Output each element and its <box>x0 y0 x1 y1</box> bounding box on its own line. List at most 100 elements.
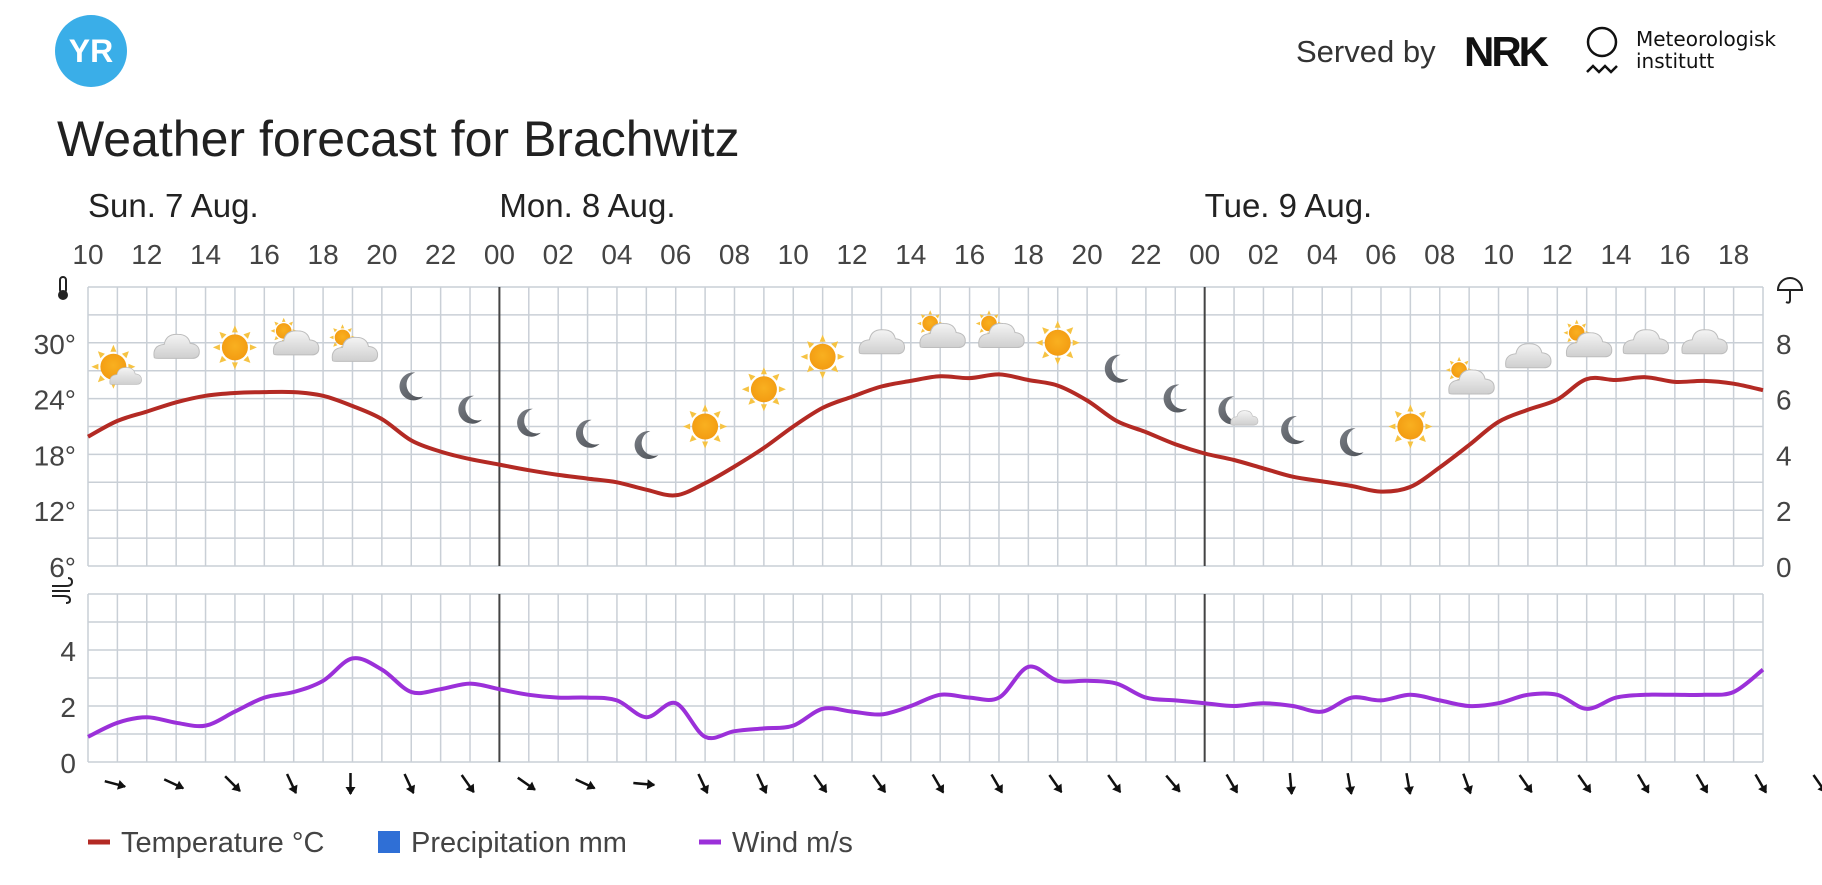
day-label: Tue. 9 Aug. <box>1205 187 1373 224</box>
x-tick-label: 12 <box>836 239 867 270</box>
nrk-logo[interactable]: NRK <box>1464 32 1560 72</box>
wind-direction-arrow <box>575 778 596 790</box>
met-logo-line1: Meteorologisk <box>1636 27 1777 51</box>
nrk-logo-text: NRK <box>1464 32 1549 72</box>
wind-direction-arrow <box>990 773 1004 794</box>
sun-icon <box>683 404 728 449</box>
x-tick-label: 14 <box>1600 239 1631 270</box>
legend-swatch <box>378 831 400 853</box>
wind-y-tick: 4 <box>60 636 76 667</box>
cloud-icon <box>153 333 200 359</box>
x-tick-label: 06 <box>660 239 691 270</box>
page-title: Weather forecast for Brachwitz <box>57 111 740 167</box>
wind-direction-arrow <box>403 773 415 794</box>
legend-label: Temperature °C <box>121 827 324 859</box>
sun-icon <box>800 334 845 379</box>
sun-icon <box>741 367 786 412</box>
x-tick-label: 14 <box>895 239 926 270</box>
x-tick-label: 12 <box>131 239 162 270</box>
wind-y-tick: 2 <box>60 692 76 723</box>
wind-direction-arrow <box>1107 774 1122 794</box>
x-tick-label: 00 <box>1189 239 1220 270</box>
wind-y-tick: 0 <box>60 748 76 779</box>
temperature-y-tick: 18° <box>34 440 76 471</box>
legend-item: Wind m/s <box>699 827 853 859</box>
x-tick-label: 12 <box>1542 239 1573 270</box>
wind-direction-arrow <box>1345 772 1356 795</box>
wind-direction-arrow <box>1518 774 1533 794</box>
thermometer-icon <box>58 276 68 300</box>
met-logo-icon <box>1586 26 1618 74</box>
wind-icon <box>52 577 74 604</box>
wind-direction-arrow <box>104 779 127 790</box>
wind-direction-arrow <box>1695 773 1709 794</box>
wind-direction-arrow <box>1462 773 1473 795</box>
wind-direction-arrow <box>697 773 709 794</box>
wind-direction-arrow <box>1048 774 1063 794</box>
wind-direction-arrow <box>1636 773 1650 794</box>
temperature-y-tick: 30° <box>34 329 76 360</box>
cloud-icon <box>858 329 905 355</box>
legend-label: Precipitation mm <box>411 827 627 859</box>
temperature-line <box>87 372 1764 498</box>
served-by-label: Served by <box>1296 34 1436 69</box>
wind-direction-arrow <box>1165 774 1181 793</box>
cloud-icon <box>1681 329 1728 355</box>
x-tick-label: 20 <box>1072 239 1103 270</box>
x-tick-label: 10 <box>1483 239 1514 270</box>
cloud-icon <box>1505 343 1552 369</box>
met-logo-text[interactable]: Meteorologisk institutt <box>1636 28 1776 72</box>
x-tick-label: 18 <box>1013 239 1044 270</box>
wind-direction-arrow <box>1812 774 1822 794</box>
cloudy-small-sun-icon <box>976 310 1024 347</box>
legend-label: Wind m/s <box>732 827 853 859</box>
x-tick-label: 18 <box>1718 239 1749 270</box>
partly-cloudy-sun-icon <box>91 345 141 389</box>
cloudy-small-sun-icon <box>917 310 965 347</box>
x-tick-label: 06 <box>1365 239 1396 270</box>
precipitation-y-tick: 8 <box>1776 329 1792 360</box>
x-tick-label: 04 <box>601 239 632 270</box>
wind-direction-arrow <box>1286 772 1297 795</box>
yr-logo-text: YR <box>69 33 113 69</box>
cloud-icon <box>1622 329 1670 355</box>
wind-direction-arrow <box>1225 773 1239 794</box>
wind-direction-arrow <box>1754 773 1768 794</box>
cloudy-small-sun-icon <box>271 318 319 355</box>
wind-direction-arrow <box>285 773 298 794</box>
x-tick-label: 18 <box>308 239 339 270</box>
temperature-y-tick: 6° <box>49 552 76 583</box>
wind-direction-arrow <box>517 776 536 791</box>
wind-line <box>87 656 1765 741</box>
x-tick-label: 14 <box>190 239 221 270</box>
x-tick-label: 20 <box>366 239 397 270</box>
temperature-y-tick: 24° <box>34 385 76 416</box>
wind-direction-arrow <box>1577 774 1592 794</box>
precipitation-y-tick: 2 <box>1776 496 1792 527</box>
x-tick-label: 08 <box>1424 239 1455 270</box>
x-tick-label: 10 <box>778 239 809 270</box>
x-tick-label: 02 <box>1248 239 1279 270</box>
wind-direction-arrow <box>460 774 475 794</box>
wind-direction-arrow <box>872 774 887 794</box>
day-label: Sun. 7 Aug. <box>88 187 259 224</box>
precipitation-y-tick: 0 <box>1776 552 1792 583</box>
x-tick-label: 02 <box>543 239 574 270</box>
x-tick-label: 04 <box>1307 239 1338 270</box>
x-tick-label: 10 <box>72 239 103 270</box>
x-tick-label: 08 <box>719 239 750 270</box>
x-tick-label: 16 <box>249 239 280 270</box>
yr-logo-circle <box>55 15 127 87</box>
yr-logo[interactable]: YR <box>54 14 128 88</box>
wind-direction-arrow <box>813 774 828 794</box>
sun-icon <box>1035 320 1080 365</box>
wind-direction-arrow <box>633 779 656 790</box>
temperature-y-tick: 12° <box>34 496 76 527</box>
wind-direction-arrow <box>756 773 768 794</box>
x-tick-label: 16 <box>1659 239 1690 270</box>
x-tick-label: 22 <box>1130 239 1161 270</box>
legend-item: Temperature °C <box>88 827 324 859</box>
sun-icon <box>212 325 257 370</box>
